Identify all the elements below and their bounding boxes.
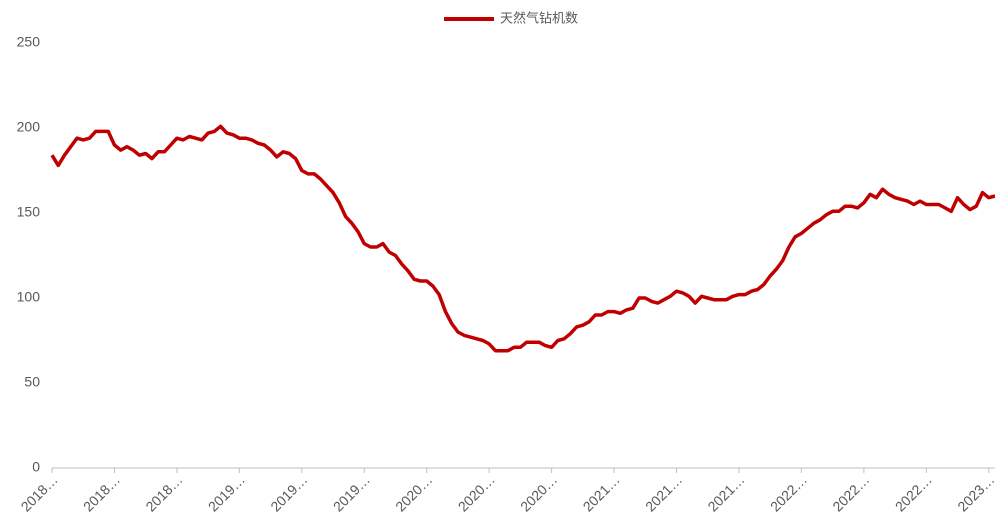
- x-tick-label: 2020…: [455, 471, 498, 512]
- y-tick-label: 100: [17, 289, 41, 305]
- x-tick-label: 2022…: [829, 471, 872, 512]
- x-tick-label: 2021…: [704, 471, 747, 512]
- x-tick-label: 2019…: [330, 471, 373, 512]
- y-tick-label: 0: [32, 459, 40, 475]
- x-tick-label: 2018…: [80, 471, 123, 512]
- x-tick-label: 2022…: [892, 471, 935, 512]
- x-tick-label: 2021…: [580, 471, 623, 512]
- x-tick-label: 2020…: [392, 471, 435, 512]
- x-tick-label: 2021…: [642, 471, 685, 512]
- y-tick-label: 150: [17, 204, 41, 220]
- x-tick-label: 2020…: [517, 471, 560, 512]
- x-tick-label: 2018…: [142, 471, 185, 512]
- y-tick-label: 50: [24, 374, 40, 390]
- data-line: [50, 124, 995, 353]
- legend: 天然气钻机数: [444, 10, 578, 25]
- x-tick-label: 2019…: [205, 471, 248, 512]
- legend-label: 天然气钻机数: [500, 10, 578, 25]
- y-tick-label: 200: [17, 119, 41, 135]
- x-tick-label: 2019…: [267, 471, 310, 512]
- x-tick-label: 2018…: [17, 471, 60, 512]
- y-tick-label: 250: [17, 34, 41, 50]
- x-tick-label: 2022…: [767, 471, 810, 512]
- x-tick-label: 2023…: [954, 471, 995, 512]
